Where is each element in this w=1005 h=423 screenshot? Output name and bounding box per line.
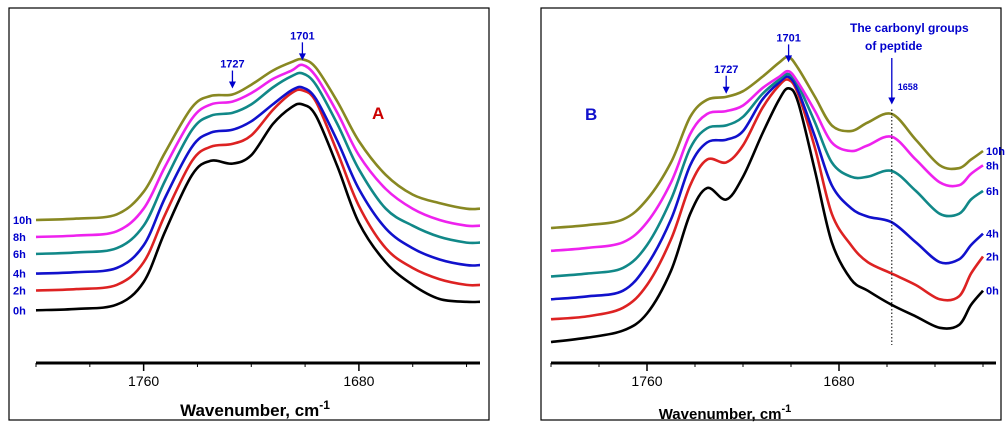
panel-a-x-axis-label: Wavenumber, cm-1 (180, 398, 330, 420)
peak-label-1727: 1727 (714, 64, 738, 76)
series-line-6h (35, 71, 481, 256)
panel-b-peak-markers: 1727 1701 (714, 32, 801, 94)
panel-b-label: B (585, 105, 597, 124)
guide-label-1658: 1658 (898, 82, 918, 92)
panel-a-ticks: 1760 1680 (35, 363, 468, 389)
peak-label-1727: 1727 (220, 59, 244, 71)
x-tick-label-1680: 1680 (823, 373, 854, 389)
panel-a-frame (8, 7, 490, 421)
panel-b-x-axis-label: Wavenumber, cm-1 (659, 403, 792, 423)
x-tick-label-1680: 1680 (343, 373, 374, 389)
panel-b-ticks: 1760 1680 (550, 363, 984, 389)
peak-arrowhead-1701 (785, 55, 793, 63)
series-label-0h: 0h (986, 286, 999, 298)
series-label-8h: 8h (986, 160, 999, 172)
series-label-6h: 6h (13, 249, 26, 261)
series-label-2h: 2h (13, 286, 26, 298)
series-line-4h (35, 85, 481, 275)
series-line-2h (550, 78, 985, 321)
panel-a: 1760 1680 Wavenumber, cm-1 A 0h 2h 4h 6h 8h 10… (8, 7, 490, 421)
panel-a-peak-markers: 1727 1701 (220, 30, 315, 89)
peak-arrowhead-1727 (722, 86, 730, 94)
annotation-line-2: of peptide (865, 39, 923, 53)
peak-arrowhead-1727 (228, 81, 236, 89)
panel-b: 1760 1680 Wavenumber, cm-1 B The carbonyl… (540, 7, 1005, 423)
panel-a-series-labels: 0h 2h 4h 6h 8h 10h (13, 215, 32, 317)
series-line-2h (35, 88, 481, 292)
series-label-10h: 10h (986, 146, 1005, 158)
series-label-0h: 0h (13, 305, 26, 317)
x-tick-label-1760: 1760 (631, 373, 662, 389)
series-label-4h: 4h (986, 229, 999, 241)
annotation-line-1: The carbonyl groups (850, 21, 969, 35)
series-label-4h: 4h (13, 269, 26, 281)
peak-arrowhead-1701 (298, 53, 306, 61)
series-line-8h (35, 63, 481, 239)
peak-label-1701: 1701 (290, 30, 314, 42)
guide-arrowhead (888, 97, 896, 105)
series-label-2h: 2h (986, 252, 999, 264)
series-label-6h: 6h (986, 186, 999, 198)
series-line-0h (550, 87, 984, 344)
peak-label-1701: 1701 (776, 32, 800, 44)
panel-b-guide: 1658 (888, 58, 918, 345)
panel-b-series-labels: 0h 2h 4h 6h 8h 10h (986, 146, 1005, 298)
panel-a-plot (35, 57, 481, 312)
series-label-10h: 10h (13, 215, 32, 227)
panel-a-label: A (372, 104, 384, 123)
series-line-8h (550, 69, 984, 253)
x-tick-label-1760: 1760 (128, 373, 159, 389)
series-line-6h (550, 72, 984, 278)
series-line-10h (35, 57, 481, 222)
series-line-4h (550, 75, 984, 301)
series-line-0h (35, 102, 481, 312)
series-label-8h: 8h (13, 232, 26, 244)
panel-b-frame (540, 7, 1002, 421)
